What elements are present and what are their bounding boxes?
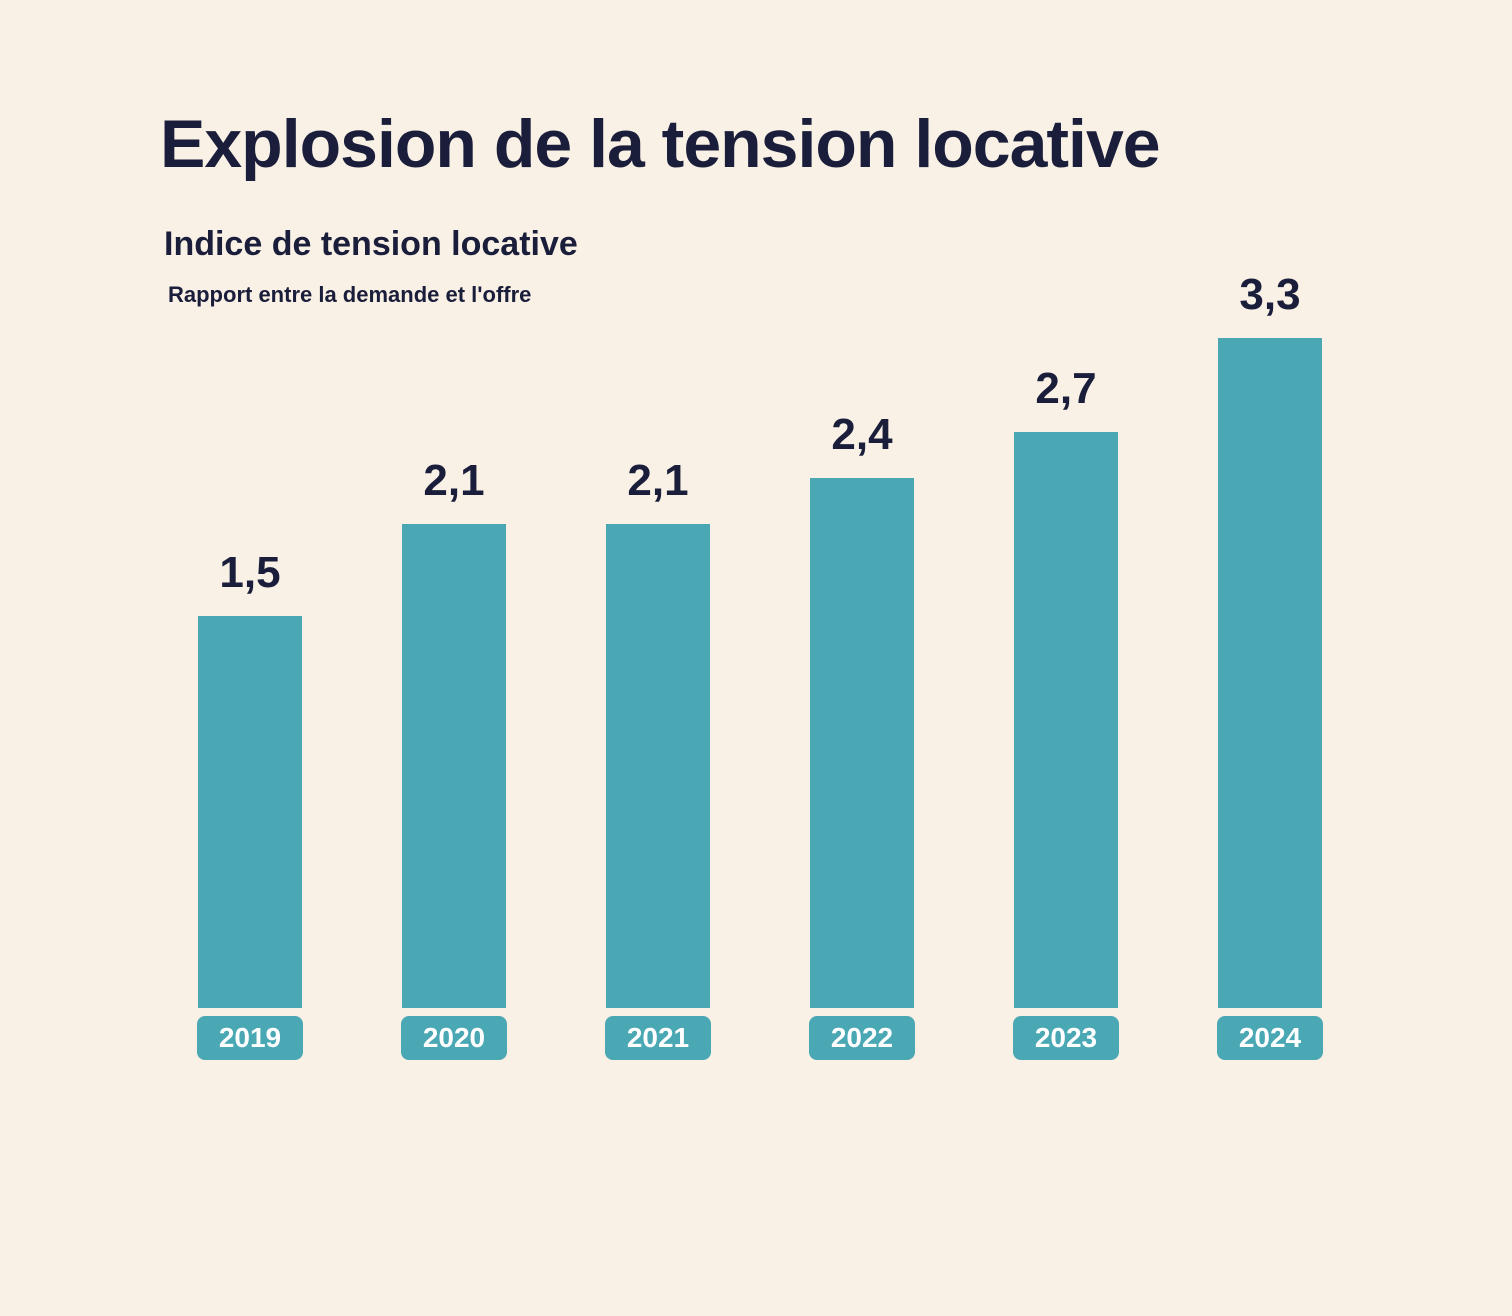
bar-group: 2,1 2021 xyxy=(558,456,758,1060)
bars-area: 1,5 2019 2,1 2020 2,1 2021 2,4 2022 2,7 … xyxy=(150,340,1370,1060)
bar xyxy=(402,524,506,1008)
bar-group: 1,5 2019 xyxy=(150,548,350,1060)
bar-year-label: 2019 xyxy=(197,1016,303,1060)
bar-year-label: 2024 xyxy=(1217,1016,1323,1060)
bar xyxy=(810,478,914,1008)
chart-description: Rapport entre la demande et l'offre xyxy=(168,282,531,308)
bar-group: 3,3 2024 xyxy=(1170,270,1370,1060)
bar-year-label: 2020 xyxy=(401,1016,507,1060)
bar-value-label: 2,7 xyxy=(1035,364,1096,414)
bar-value-label: 2,1 xyxy=(423,456,484,506)
bar xyxy=(1014,432,1118,1008)
chart-title: Explosion de la tension locative xyxy=(160,105,1160,183)
bar xyxy=(1218,338,1322,1008)
chart-subtitle: Indice de tension locative xyxy=(164,225,578,264)
bar xyxy=(198,616,302,1008)
bar-year-label: 2021 xyxy=(605,1016,711,1060)
bar-year-label: 2023 xyxy=(1013,1016,1119,1060)
bar-value-label: 3,3 xyxy=(1239,270,1300,320)
bar xyxy=(606,524,710,1008)
bar-value-label: 2,4 xyxy=(831,410,892,460)
bar-chart: 1,5 2019 2,1 2020 2,1 2021 2,4 2022 2,7 … xyxy=(150,340,1370,1100)
bar-group: 2,4 2022 xyxy=(762,410,962,1060)
bar-value-label: 2,1 xyxy=(627,456,688,506)
bar-value-label: 1,5 xyxy=(219,548,280,598)
bar-year-label: 2022 xyxy=(809,1016,915,1060)
bar-group: 2,7 2023 xyxy=(966,364,1166,1060)
bar-group: 2,1 2020 xyxy=(354,456,554,1060)
